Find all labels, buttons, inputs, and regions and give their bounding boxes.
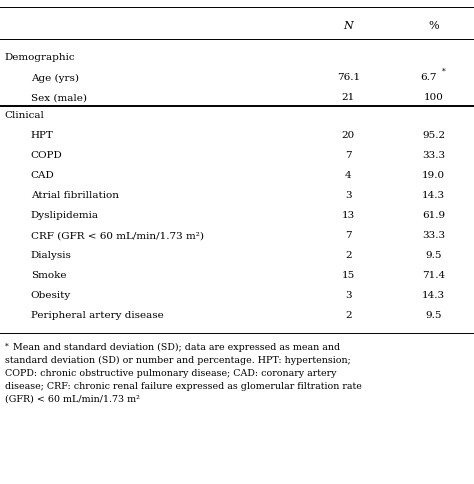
Text: 3: 3 [345,191,352,200]
Text: 100: 100 [424,93,444,102]
Text: 9.5: 9.5 [426,251,442,260]
Text: 61.9: 61.9 [422,211,445,220]
Text: disease; CRF: chronic renal failure expressed as glomerular filtration rate: disease; CRF: chronic renal failure expr… [5,381,362,390]
Text: (GFR) < 60 mL/min/1.73 m²: (GFR) < 60 mL/min/1.73 m² [5,394,140,403]
Text: CRF (GFR < 60 mL/min/1.73 m²): CRF (GFR < 60 mL/min/1.73 m²) [31,231,204,240]
Text: Sex (male): Sex (male) [31,93,87,102]
Text: 7: 7 [345,231,352,240]
Text: Atrial fibrillation: Atrial fibrillation [31,191,119,200]
Text: 20: 20 [342,131,355,140]
Text: HPT: HPT [31,131,54,140]
Text: 71.4: 71.4 [422,271,445,280]
Text: standard deviation (SD) or number and percentage. HPT: hypertension;: standard deviation (SD) or number and pe… [5,355,350,364]
Text: 15: 15 [342,271,355,280]
Text: 33.3: 33.3 [422,151,445,160]
Text: 6.7: 6.7 [421,74,437,82]
Text: 3: 3 [345,291,352,300]
Text: Mean and standard deviation (SD); data are expressed as mean and: Mean and standard deviation (SD); data a… [13,342,340,351]
Text: COPD: chronic obstructive pulmonary disease; CAD: coronary artery: COPD: chronic obstructive pulmonary dise… [5,368,336,377]
Text: *: * [5,342,9,350]
Text: N: N [344,21,353,31]
Text: 19.0: 19.0 [422,171,445,180]
Text: CAD: CAD [31,171,55,180]
Text: 2: 2 [345,251,352,260]
Text: Demographic: Demographic [5,53,75,62]
Text: 76.1: 76.1 [337,74,360,82]
Text: Obesity: Obesity [31,291,71,300]
Text: 13: 13 [342,211,355,220]
Text: 21: 21 [342,93,355,102]
Text: 14.3: 14.3 [422,291,445,300]
Text: Dyslipidemia: Dyslipidemia [31,211,99,220]
Text: 95.2: 95.2 [422,131,445,140]
Text: 7: 7 [345,151,352,160]
Text: Smoke: Smoke [31,271,66,280]
Text: COPD: COPD [31,151,63,160]
Text: 2: 2 [345,311,352,320]
Text: Clinical: Clinical [5,111,45,120]
Text: 33.3: 33.3 [422,231,445,240]
Text: Dialysis: Dialysis [31,251,72,260]
Text: 9.5: 9.5 [426,311,442,320]
Text: 14.3: 14.3 [422,191,445,200]
Text: Peripheral artery disease: Peripheral artery disease [31,311,164,320]
Text: *: * [442,68,446,76]
Text: 4: 4 [345,171,352,180]
Text: Age (yrs): Age (yrs) [31,73,79,82]
Text: %: % [428,21,439,31]
